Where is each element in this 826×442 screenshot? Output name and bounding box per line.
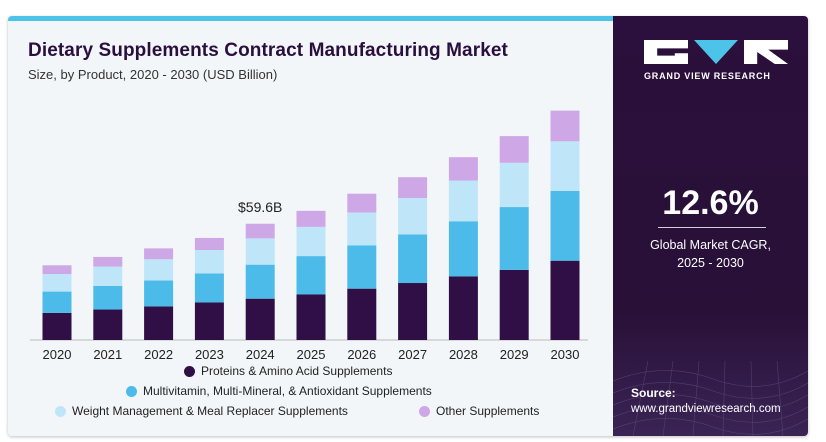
- x-tick-label-2025: 2025: [297, 347, 326, 362]
- accent-bar: [8, 16, 613, 21]
- bar-2021-other-supplements: [93, 256, 123, 267]
- x-tick-label-2026: 2026: [347, 347, 376, 362]
- cagr-label-line-2: 2025 - 2030: [677, 256, 744, 270]
- x-tick-label-2028: 2028: [449, 347, 478, 362]
- bar-2029-weight-management-meal-replacer-supplements: [499, 162, 529, 208]
- legend-swatch-other: [419, 405, 430, 417]
- bar-2022-multivitamin-multi-mineral-antioxidant-supplements: [144, 280, 174, 307]
- stacked-bar-chart: 2020 2021 2022 2023 2024 2025 2026 2027 2028 2029…: [30, 110, 588, 362]
- bar-2029-proteins-amino-acid-supplements: [499, 269, 529, 340]
- logo-wordmark: GRAND VIEW RESEARCH: [644, 71, 771, 81]
- legend-item-multivitamin: Multivitamin, Multi-Mineral, & Antioxida…: [126, 384, 432, 398]
- bar-2023-proteins-amino-acid-supplements: [194, 302, 224, 340]
- decorative-wave-grid: [613, 360, 808, 436]
- bar-2021-multivitamin-multi-mineral-antioxidant-supplements: [93, 285, 123, 310]
- bar-2023-multivitamin-multi-mineral-antioxidant-supplements: [194, 273, 224, 303]
- bar-2028-multivitamin-multi-mineral-antioxidant-supplements: [448, 221, 478, 277]
- bar-2022-weight-management-meal-replacer-supplements: [144, 259, 174, 281]
- x-tick-label-2021: 2021: [93, 347, 122, 362]
- x-tick-label-2020: 2020: [43, 347, 72, 362]
- bar-2029-multivitamin-multi-mineral-antioxidant-supplements: [499, 207, 529, 270]
- bar-2025-proteins-amino-acid-supplements: [296, 294, 326, 340]
- legend-label-multivitamin: Multivitamin, Multi-Mineral, & Antioxida…: [143, 384, 432, 398]
- bar-2022-proteins-amino-acid-supplements: [144, 306, 174, 340]
- bar-2020-weight-management-meal-replacer-supplements: [42, 274, 72, 292]
- x-tick-label-2029: 2029: [500, 347, 529, 362]
- bar-2020-proteins-amino-acid-supplements: [42, 312, 72, 340]
- bar-2030-proteins-amino-acid-supplements: [550, 260, 580, 340]
- bar-2029-other-supplements: [499, 136, 529, 163]
- source-url[interactable]: www.grandviewresearch.com: [631, 403, 781, 415]
- bar-2024-proteins-amino-acid-supplements: [245, 298, 275, 340]
- logo-mark-icon: [644, 40, 789, 64]
- legend-item-other: Other Supplements: [419, 404, 539, 418]
- bar-2021-weight-management-meal-replacer-supplements: [93, 266, 123, 286]
- bar-2027-weight-management-meal-replacer-supplements: [398, 198, 428, 235]
- bar-2025-weight-management-meal-replacer-supplements: [296, 226, 326, 257]
- bar-2024-weight-management-meal-replacer-supplements: [245, 238, 275, 265]
- bar-2022-other-supplements: [144, 248, 174, 260]
- bar-2026-weight-management-meal-replacer-supplements: [347, 212, 377, 246]
- bar-2030-multivitamin-multi-mineral-antioxidant-supplements: [550, 190, 580, 261]
- stats-panel: GRAND VIEW RESEARCH 12.6% Global Market …: [613, 16, 808, 436]
- chart-panel: Dietary Supplements Contract Manufacturi…: [8, 16, 613, 436]
- x-tick-label-2023: 2023: [195, 347, 224, 362]
- bar-2020-other-supplements: [42, 265, 72, 275]
- legend-label-other: Other Supplements: [436, 404, 540, 418]
- bar-2030-other-supplements: [550, 110, 580, 142]
- legend-item-proteins: Proteins & Amino Acid Supplements: [184, 364, 392, 378]
- cagr-label: Global Market CAGR, 2025 - 2030: [613, 236, 808, 272]
- bar-2027-proteins-amino-acid-supplements: [398, 283, 428, 340]
- bar-2021-proteins-amino-acid-supplements: [93, 309, 123, 340]
- bar-2028-proteins-amino-acid-supplements: [448, 276, 478, 340]
- legend-label-proteins: Proteins & Amino Acid Supplements: [201, 364, 393, 378]
- bar-2026-multivitamin-multi-mineral-antioxidant-supplements: [347, 245, 377, 289]
- grand-view-research-logo: GRAND VIEW RESEARCH: [644, 40, 789, 81]
- legend-swatch-multivitamin: [126, 385, 137, 397]
- bar-2026-other-supplements: [347, 193, 377, 213]
- legend-swatch-proteins: [184, 365, 195, 377]
- bar-2028-other-supplements: [448, 157, 478, 181]
- chart-title: Dietary Supplements Contract Manufacturi…: [28, 40, 508, 61]
- bar-2026-proteins-amino-acid-supplements: [347, 288, 377, 340]
- bar-2023-weight-management-meal-replacer-supplements: [194, 250, 224, 274]
- infographic-card: Dietary Supplements Contract Manufacturi…: [8, 16, 808, 436]
- legend-label-weight-management: Weight Management & Meal Replacer Supple…: [72, 404, 348, 418]
- x-tick-label-2024: 2024: [246, 347, 275, 362]
- cagr-value: 12.6%: [662, 184, 759, 222]
- source-label: Source:: [631, 386, 676, 400]
- x-tick-label-2022: 2022: [144, 347, 173, 362]
- bar-2025-multivitamin-multi-mineral-antioxidant-supplements: [296, 256, 326, 295]
- chart-subtitle: Size, by Product, 2020 - 2030 (USD Billi…: [28, 67, 278, 82]
- data-label-2024: $59.6B: [238, 199, 282, 215]
- cagr-divider: [658, 227, 766, 228]
- bar-2024-other-supplements: [245, 223, 275, 239]
- bar-2028-weight-management-meal-replacer-supplements: [448, 180, 478, 222]
- bar-2023-other-supplements: [194, 237, 224, 251]
- bar-2024-multivitamin-multi-mineral-antioxidant-supplements: [245, 264, 275, 299]
- cagr-label-line-1: Global Market CAGR,: [650, 238, 771, 252]
- bar-2027-other-supplements: [398, 177, 428, 199]
- bar-2030-weight-management-meal-replacer-supplements: [550, 141, 580, 191]
- bar-2025-other-supplements: [296, 210, 326, 227]
- bar-2027-multivitamin-multi-mineral-antioxidant-supplements: [398, 234, 428, 284]
- bar-2020-multivitamin-multi-mineral-antioxidant-supplements: [42, 291, 72, 313]
- legend-item-weight-management: Weight Management & Meal Replacer Supple…: [55, 404, 348, 418]
- x-tick-label-2027: 2027: [398, 347, 427, 362]
- legend-swatch-weight-management: [55, 405, 66, 417]
- x-tick-label-2030: 2030: [551, 347, 580, 362]
